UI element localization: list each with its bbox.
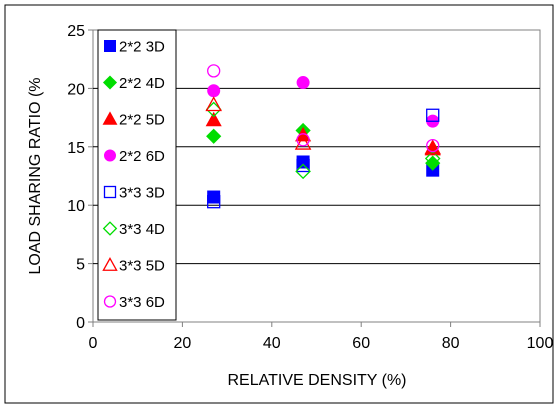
data-point-6: [295, 163, 311, 180]
data-point-1: [296, 155, 310, 169]
x-tick-label: 100: [527, 335, 554, 352]
y-axis-title: LOAD SHARING RATIO (%: [27, 77, 44, 274]
data-point-2: [206, 128, 222, 144]
legend-marker-1: [104, 40, 116, 52]
data-point-5: [426, 108, 440, 122]
x-tick-label: 60: [352, 335, 370, 352]
data-point-7: [205, 96, 222, 112]
data-point-4: [296, 76, 310, 90]
data-point-8: [296, 133, 310, 147]
y-tick-label: 25: [67, 23, 85, 40]
data-point-5: [207, 195, 221, 209]
data-point-8: [426, 138, 440, 153]
data-point-7: [294, 134, 312, 150]
legend-marker-4: [104, 149, 116, 162]
legend-marker-2: [102, 75, 118, 90]
legend-label-6: 3*3 4D: [119, 221, 165, 238]
y-tick-label: 10: [67, 198, 85, 215]
legend: 2*2 3D 2*2 4D 2*2 5D 2*2 6D 3*3 3D 3*3 4D 3*3 …: [102, 39, 165, 311]
legend-box: [97, 29, 177, 321]
legend-label-1: 2*2 3D: [119, 39, 165, 56]
data-point-1: [207, 190, 221, 204]
data-point-6: [424, 150, 441, 167]
x-tick-label: 0: [89, 335, 98, 352]
x-axis-title: RELATIVE DENSITY (%): [228, 372, 407, 389]
legend-label-8: 3*3 6D: [119, 294, 165, 311]
legend-marker-5: [103, 185, 117, 199]
data-point-7: [424, 139, 442, 155]
legend-label-5: 3*3 3D: [119, 185, 165, 202]
legend-label-4: 2*2 6D: [119, 148, 165, 165]
legend-label-7: 3*3 5D: [119, 258, 165, 275]
data-points: [205, 64, 442, 209]
axis-ticks: 0 5 10 15 20 25 0 20 40 60 80 100: [67, 23, 553, 352]
y-tick-label: 5: [76, 257, 85, 274]
legend-label-3: 2*2 5D: [119, 112, 165, 129]
x-tick-label: 40: [263, 335, 281, 352]
legend-marker-8: [103, 295, 117, 308]
legend-marker-3: [102, 111, 118, 125]
legend-marker-6: [102, 221, 118, 236]
x-tick-label: 20: [174, 335, 192, 352]
data-point-3: [205, 111, 222, 127]
y-tick-label: 20: [67, 81, 85, 98]
y-tick-label: 15: [67, 140, 85, 157]
y-tick-label: 0: [76, 315, 85, 332]
data-point-4: [207, 84, 221, 98]
data-point-5: [296, 158, 310, 173]
legend-marker-7: [102, 257, 118, 271]
data-point-8: [207, 64, 221, 78]
x-tick-label: 80: [442, 335, 460, 352]
legend-label-2: 2*2 4D: [119, 75, 165, 92]
